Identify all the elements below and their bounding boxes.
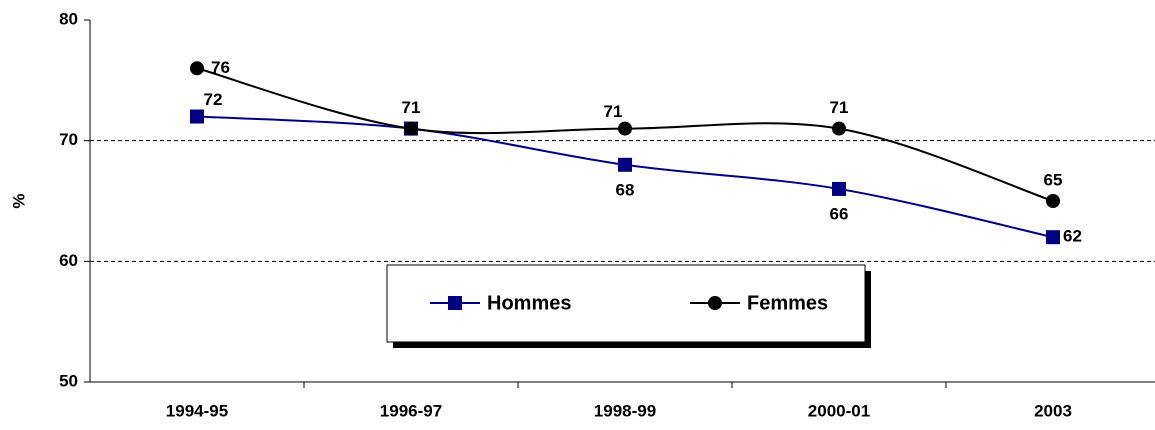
legend-label: Hommes bbox=[487, 292, 571, 314]
x-tick-label: 1998-99 bbox=[594, 401, 656, 420]
data-label: 62 bbox=[1063, 227, 1082, 246]
y-tick-label: 80 bbox=[59, 9, 78, 28]
data-label: 76 bbox=[211, 58, 230, 77]
data-label: 72 bbox=[204, 90, 223, 109]
x-tick-label: 1994-95 bbox=[166, 401, 228, 420]
marker bbox=[190, 61, 204, 76]
y-tick-label: 50 bbox=[59, 371, 78, 390]
x-tick-label: 2003 bbox=[1034, 401, 1072, 420]
marker bbox=[832, 121, 846, 136]
marker bbox=[832, 181, 846, 196]
data-label: 65 bbox=[1044, 170, 1063, 189]
marker bbox=[618, 157, 632, 172]
data-label: 71 bbox=[604, 102, 623, 121]
legend bbox=[386, 264, 866, 343]
marker bbox=[404, 121, 418, 136]
data-label: 66 bbox=[830, 204, 849, 223]
legend-label: Femmes bbox=[747, 292, 828, 314]
marker bbox=[1046, 230, 1060, 245]
x-tick-label: 1996-97 bbox=[380, 401, 442, 420]
legend-marker bbox=[448, 296, 462, 310]
y-axis-label: % bbox=[9, 193, 28, 208]
marker bbox=[1046, 194, 1060, 208]
legend-marker bbox=[708, 296, 722, 310]
y-tick-label: 70 bbox=[59, 130, 78, 149]
marker bbox=[618, 121, 632, 136]
x-tick-label: 2000-01 bbox=[808, 401, 870, 420]
data-label: 71 bbox=[402, 98, 421, 117]
data-label: 68 bbox=[616, 180, 635, 199]
data-label: 71 bbox=[830, 98, 849, 117]
y-tick-label: 60 bbox=[59, 251, 78, 270]
marker bbox=[190, 109, 204, 124]
